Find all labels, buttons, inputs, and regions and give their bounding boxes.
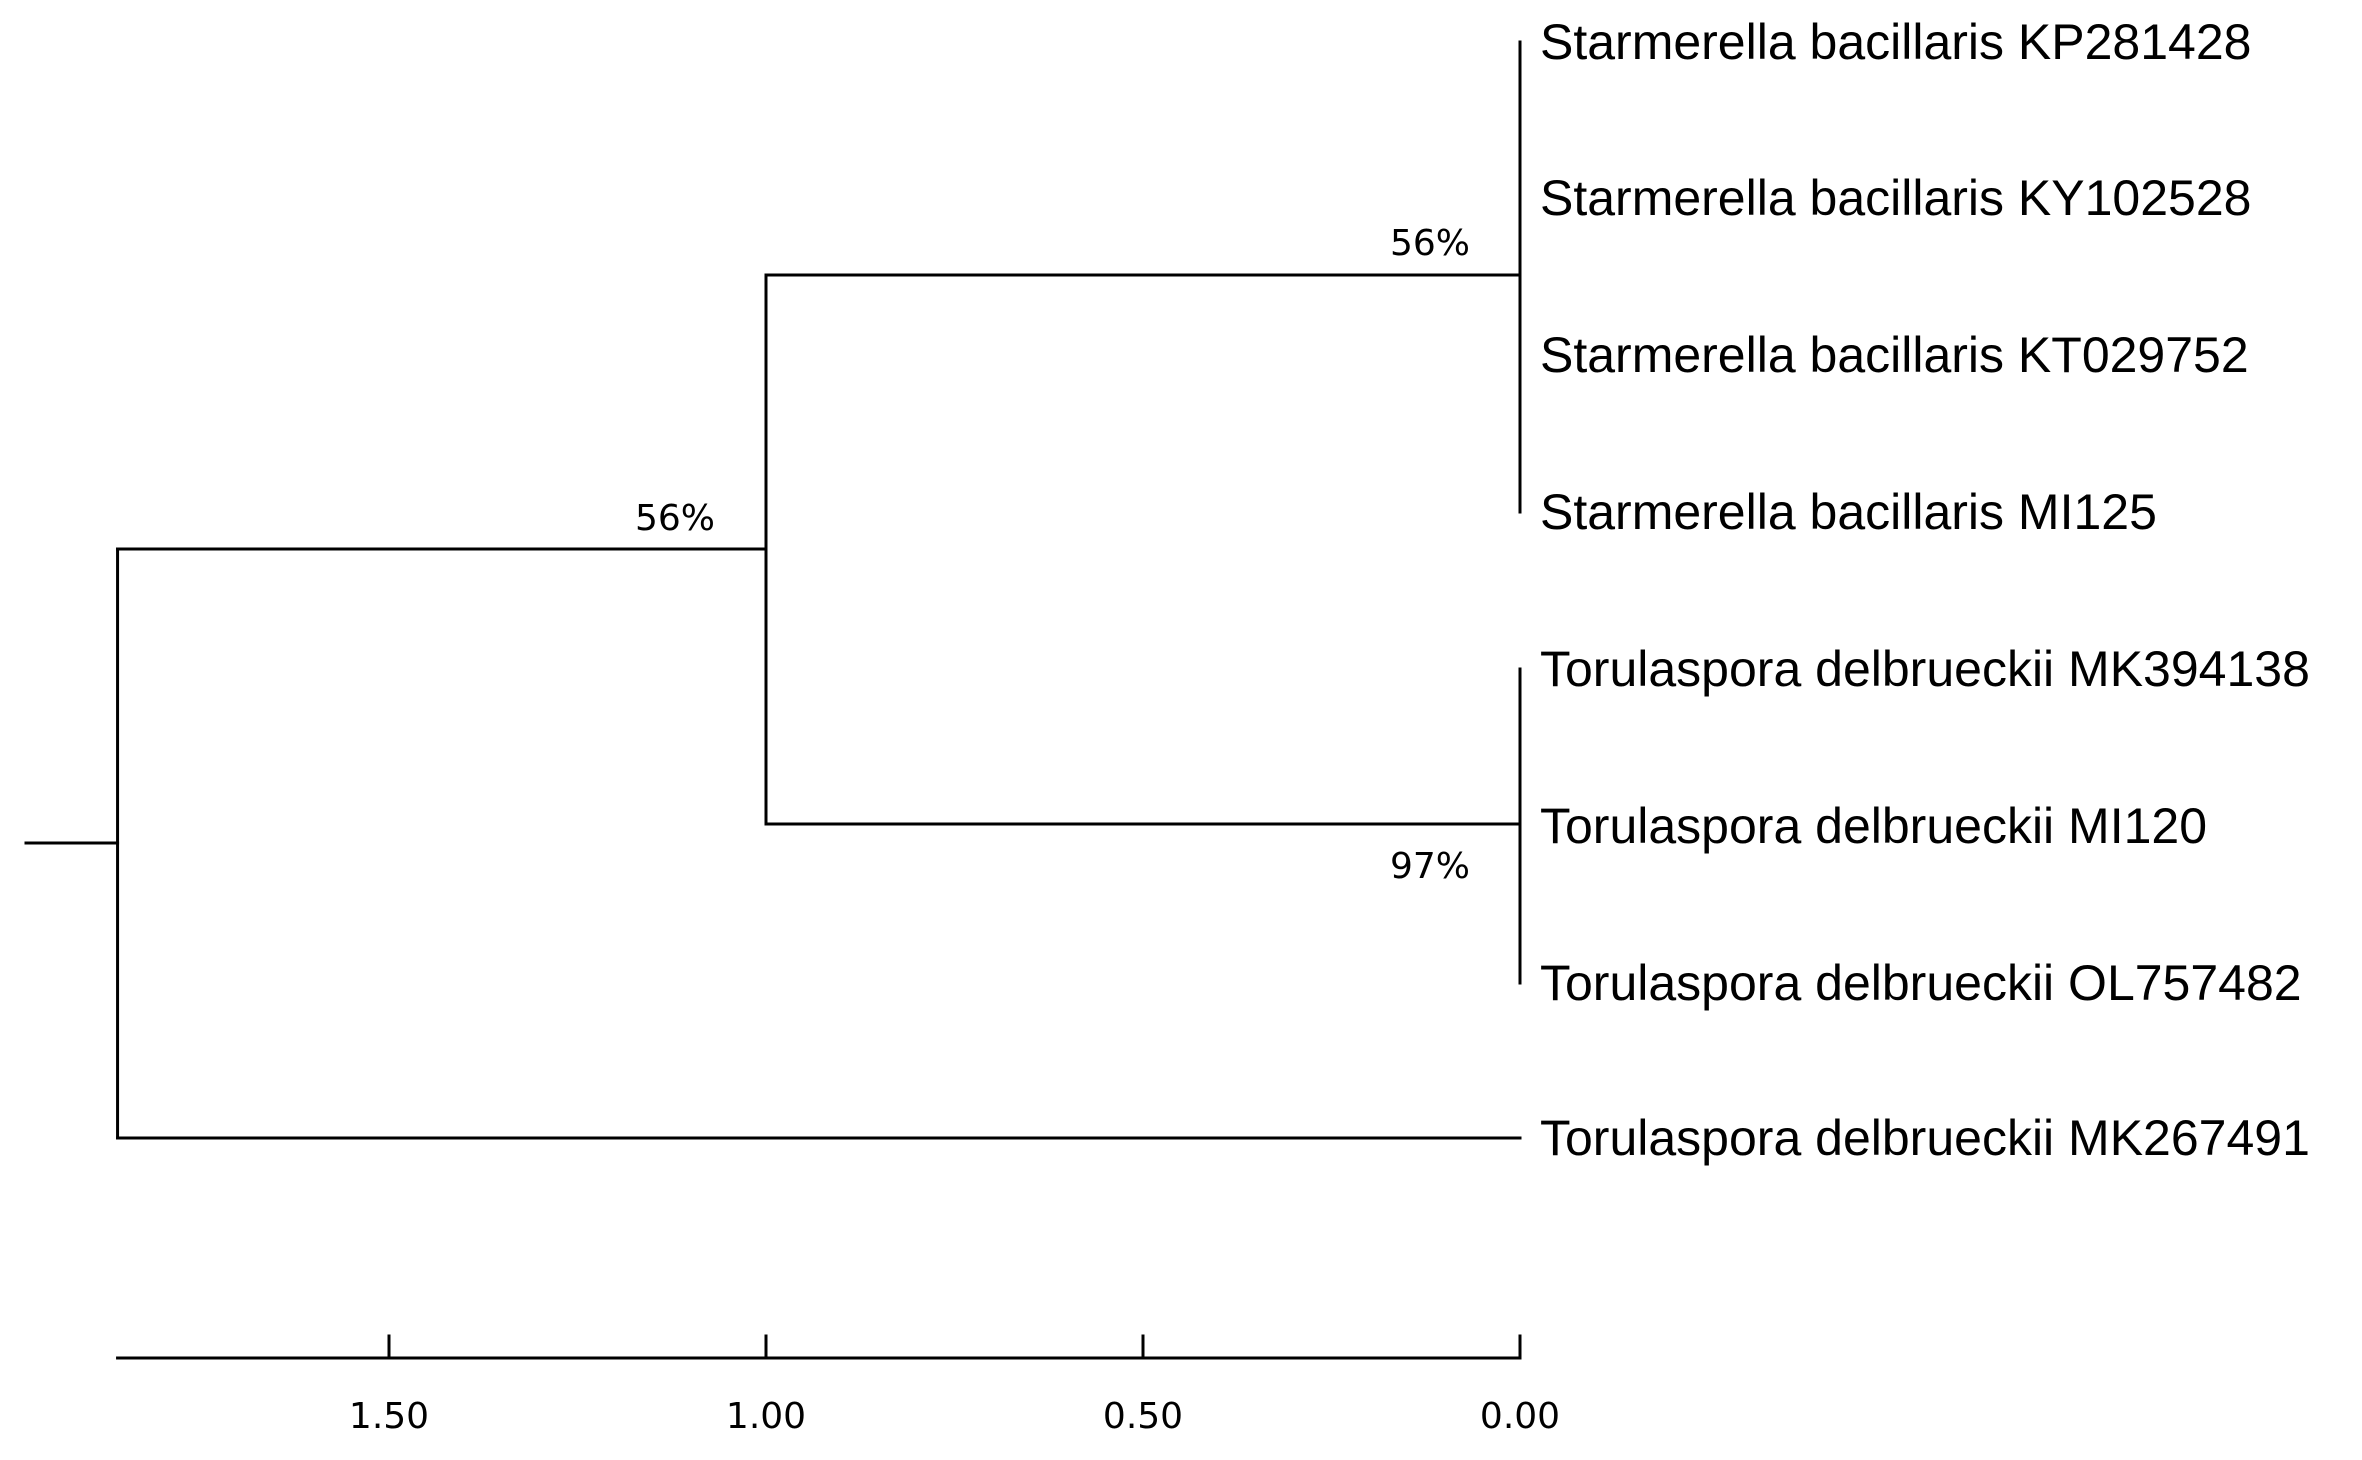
taxon-label: Torulaspora delbrueckii MK267491: [1540, 1110, 2310, 1166]
scale-tick-label: 1.00: [726, 1396, 806, 1437]
scale-tick-label: 0.50: [1103, 1396, 1183, 1437]
taxon-label: Torulaspora delbrueckii OL757482: [1540, 955, 2302, 1011]
taxon-label: Starmerella bacillaris MI125: [1540, 484, 2157, 540]
scale-tick-label: 0.00: [1480, 1396, 1560, 1437]
scale-ticks: 1.50 1.00 0.50 0.00: [349, 1334, 1560, 1437]
scale-tick-label: 1.50: [349, 1396, 429, 1437]
taxon-label: Starmerella bacillaris KY102528: [1540, 170, 2251, 226]
taxon-label: Torulaspora delbrueckii MK394138: [1540, 641, 2310, 697]
support-torulaspora: 97%: [1390, 846, 1470, 887]
support-inner: 56%: [635, 498, 715, 539]
taxon-label: Starmerella bacillaris KT029752: [1540, 327, 2249, 383]
taxon-label: Torulaspora delbrueckii MI120: [1540, 798, 2207, 854]
support-starmerella: 56%: [1390, 223, 1470, 264]
taxon-label: Starmerella bacillaris KP281428: [1540, 14, 2251, 70]
